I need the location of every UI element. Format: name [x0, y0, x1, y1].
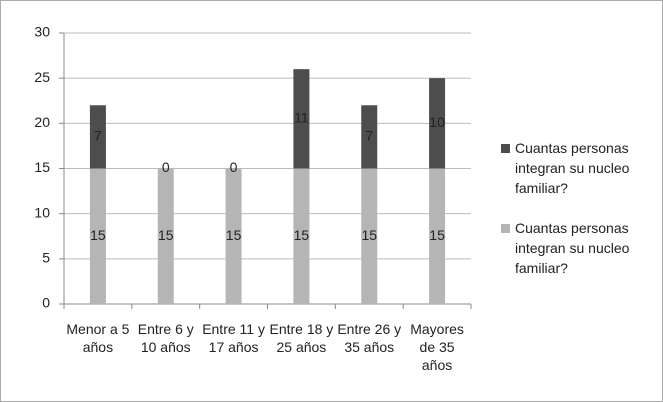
x-tick-label: Entre 11 y 17 años	[202, 321, 265, 355]
bar-segment	[157, 168, 174, 304]
data-label: 15	[294, 227, 310, 243]
data-label: 0	[162, 159, 170, 175]
bar-segment	[429, 78, 446, 169]
y-tick-label: 10	[34, 204, 50, 220]
data-label: 15	[158, 227, 174, 243]
data-label: 7	[365, 128, 373, 144]
x-tick-label: Entre 18 y 25 años	[269, 321, 334, 355]
legend-label: Cuantas personas integran su nucleo fami…	[515, 220, 630, 276]
bar-segment	[293, 69, 310, 169]
bar-segment	[89, 105, 106, 169]
bar-segment	[225, 168, 242, 304]
data-label: 15	[226, 227, 242, 243]
x-tick-label: Entre 6 y 10 años	[137, 321, 194, 355]
y-tick-label: 30	[34, 24, 50, 40]
y-tick-label: 0	[42, 295, 50, 311]
y-tick-label: 25	[34, 69, 50, 85]
y-tick-label: 5	[42, 250, 50, 266]
x-tick-label: Entre 26 y 35 años	[337, 321, 402, 355]
bar-segment	[361, 105, 378, 169]
y-tick-label: 15	[34, 159, 50, 175]
bar-segment	[361, 168, 378, 304]
bar-segment	[89, 168, 106, 304]
data-label: 15	[90, 227, 106, 243]
y-tick-label: 20	[34, 114, 50, 130]
data-label: 15	[361, 227, 377, 243]
x-tick-label: Menor a 5 años	[66, 321, 130, 355]
legend-swatch	[501, 144, 510, 153]
data-label: 10	[429, 114, 445, 130]
bar-segment	[429, 168, 446, 304]
data-label: 7	[94, 128, 102, 144]
data-label: 15	[429, 227, 445, 243]
data-label: 0	[230, 159, 238, 175]
bar-segment	[293, 168, 310, 304]
legend-swatch	[501, 224, 510, 233]
x-tick-label: Mayores de 35 años	[410, 321, 464, 373]
legend-label: Cuantas personas integran su nucleo fami…	[515, 140, 630, 196]
data-label: 11	[294, 110, 309, 126]
